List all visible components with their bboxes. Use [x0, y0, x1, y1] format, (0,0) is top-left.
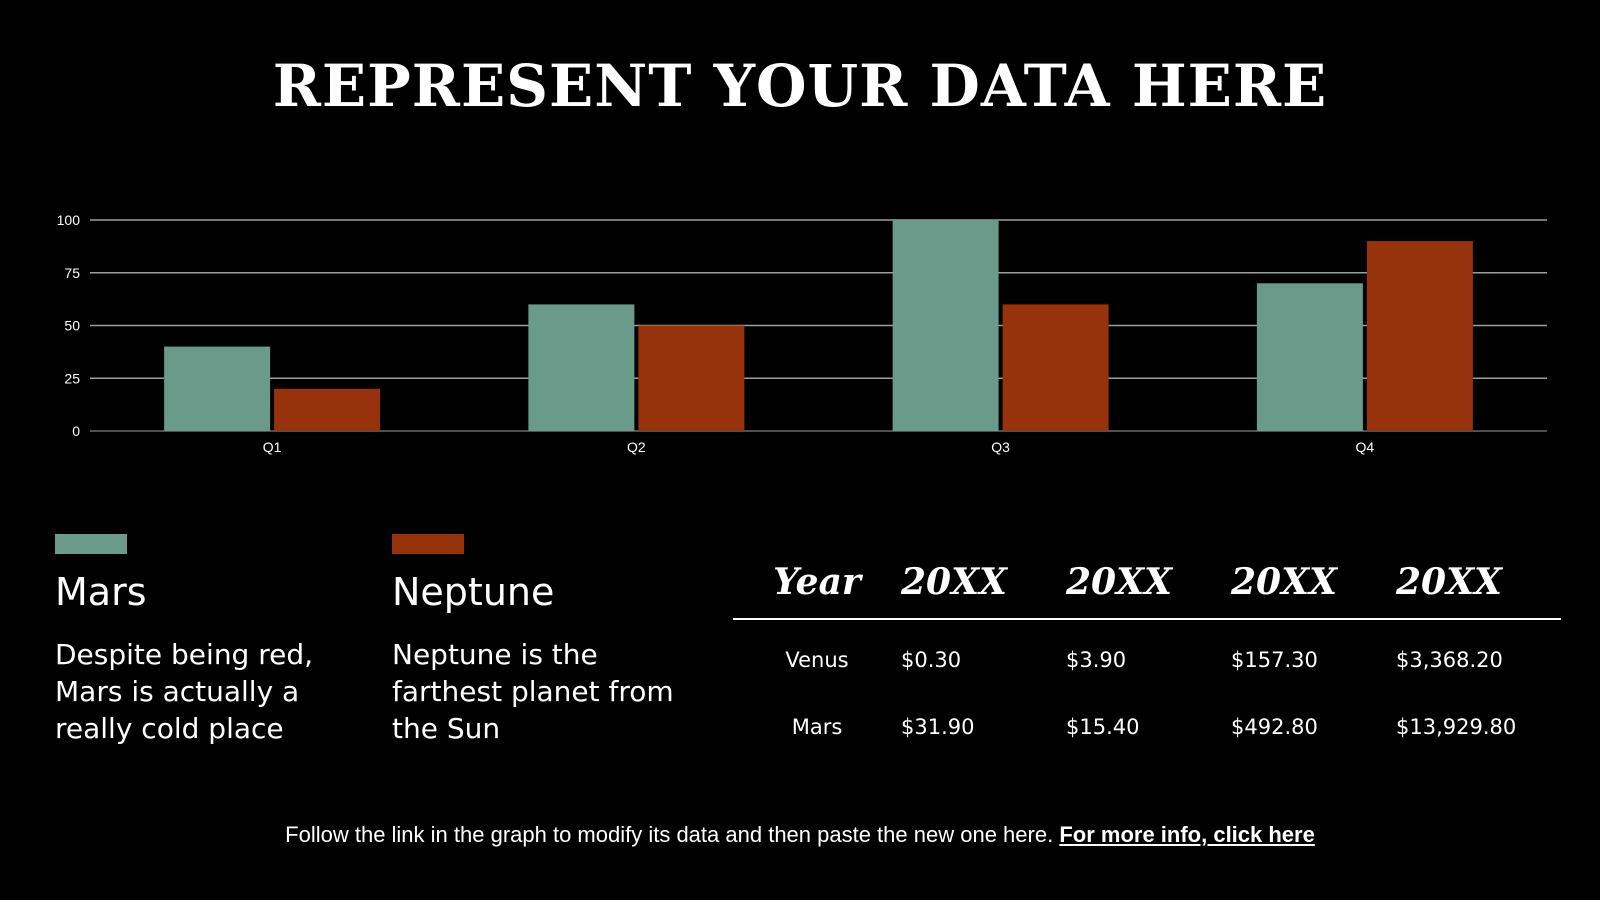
y-tick-label: 0	[72, 423, 80, 439]
table-cell: $157.30	[1231, 647, 1318, 672]
y-tick-label: 50	[64, 318, 80, 334]
slide-title: REPRESENT YOUR DATA HERE	[272, 52, 1328, 120]
legend-name-mars: Mars	[55, 570, 147, 614]
bar-neptune-q4	[1366, 241, 1473, 431]
legend-swatch-neptune	[392, 534, 464, 554]
x-tick-label: Q3	[991, 439, 1010, 455]
bar-neptune-q3	[1002, 304, 1109, 431]
bar-neptune-q2	[638, 325, 745, 431]
table-cell: $0.30	[901, 647, 962, 672]
bar-chart[interactable]: 0 25 50 75 100 Q1 Q2 Q3 Q4	[0, 190, 1600, 470]
table-cell: $3,368.20	[1396, 647, 1503, 672]
legend-mars: Mars Despite being red, Mars is actually…	[55, 534, 355, 747]
y-tick-label: 75	[64, 265, 80, 281]
table-header-cell: 20XX	[1396, 546, 1561, 620]
table-cell: Mars	[791, 714, 843, 739]
x-tick-label: Q1	[263, 439, 282, 455]
table-header-row: Year 20XX 20XX 20XX 20XX	[733, 546, 1561, 620]
table-header-cell: 20XX	[1231, 546, 1396, 620]
bar-mars-q3	[892, 220, 999, 431]
footer-note: Follow the link in the graph to modify i…	[0, 822, 1600, 848]
table-row: Mars $31.90 $15.40 $492.80 $13,929.80	[733, 693, 1561, 760]
legend-swatch-mars	[55, 534, 127, 554]
table-cell: $3.90	[1066, 647, 1127, 672]
footer-text: Follow the link in the graph to modify i…	[285, 822, 1054, 847]
table-cell: $13,929.80	[1396, 714, 1517, 739]
bar-mars-q2	[528, 304, 635, 431]
table-cell: $15.40	[1066, 714, 1140, 739]
y-tick-label: 100	[57, 212, 81, 228]
legend-description-mars: Despite being red, Mars is actually a re…	[55, 638, 314, 745]
table-cell: Venus	[785, 647, 849, 672]
bar-neptune-q1	[274, 388, 381, 431]
y-tick-label: 25	[64, 370, 80, 386]
legend-name-neptune: Neptune	[392, 570, 555, 614]
table-header-cell: 20XX	[901, 546, 1066, 620]
table-header-cell: 20XX	[1066, 546, 1231, 620]
legend-neptune: Neptune Neptune is the farthest planet f…	[392, 534, 692, 747]
bar-mars-q1	[164, 346, 271, 431]
legend-description-neptune: Neptune is the farthest planet from the …	[392, 638, 674, 745]
data-table: Year 20XX 20XX 20XX 20XX Venus $0.30 $3.…	[733, 546, 1561, 760]
more-info-link[interactable]: For more info, click here	[1059, 822, 1315, 847]
table-row: Venus $0.30 $3.90 $157.30 $3,368.20	[733, 619, 1561, 693]
x-tick-label: Q4	[1356, 439, 1375, 455]
x-tick-label: Q2	[627, 439, 646, 455]
table-cell: $31.90	[901, 714, 975, 739]
bar-mars-q4	[1256, 283, 1363, 431]
table-cell: $492.80	[1231, 714, 1318, 739]
table-header-cell: Year	[733, 546, 901, 620]
